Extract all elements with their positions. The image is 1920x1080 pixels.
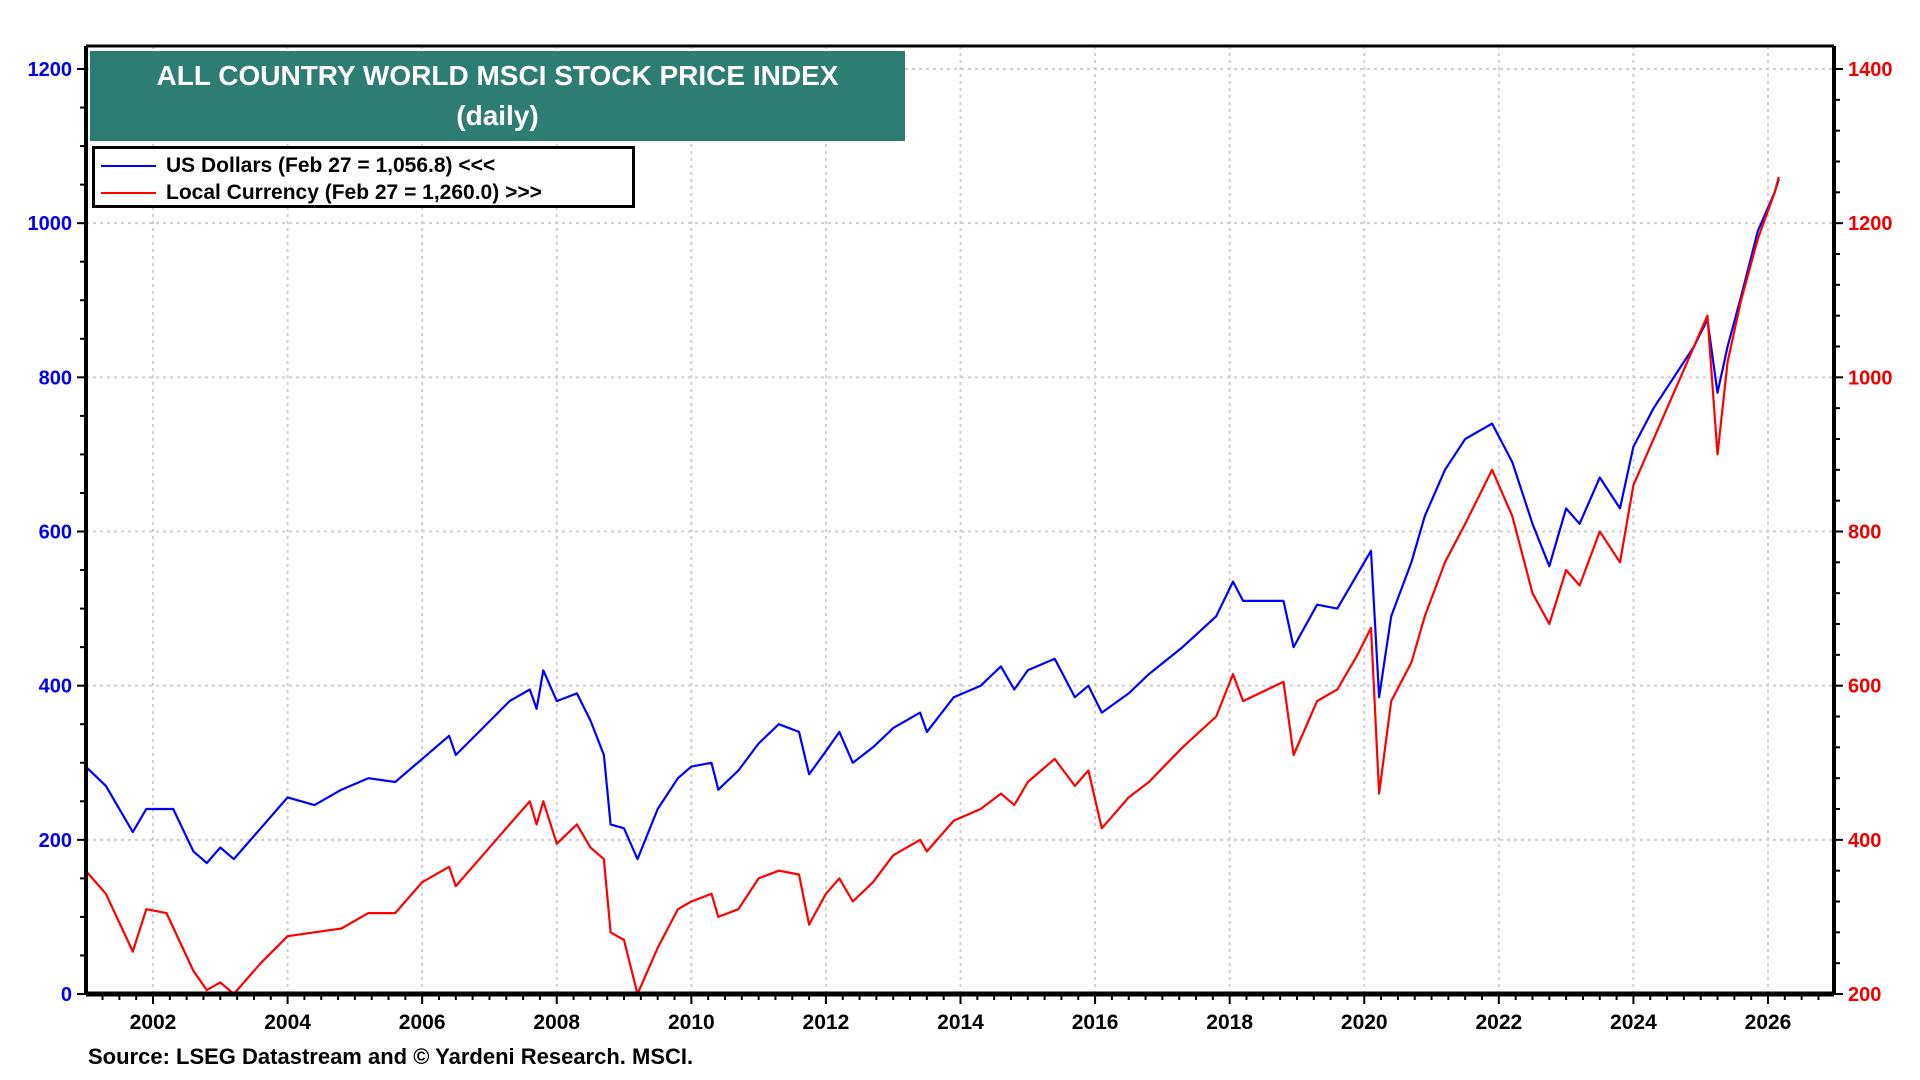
series-line-local <box>84 176 1780 996</box>
x-tick-label: 2008 <box>533 1011 580 1034</box>
x-tick-label: 2002 <box>130 1011 177 1034</box>
left-tick-label: 0 <box>61 984 72 1006</box>
left-tick-label: 1000 <box>28 213 73 235</box>
right-tick-label: 1400 <box>1848 59 1893 81</box>
x-tick-label: 2026 <box>1745 1011 1792 1034</box>
right-tick-label: 400 <box>1848 830 1881 852</box>
x-tick-label: 2020 <box>1341 1011 1388 1034</box>
x-tick-label: 2006 <box>399 1011 446 1034</box>
grid-lines <box>86 46 1834 994</box>
chart-title-box: ALL COUNTRY WORLD MSCI STOCK PRICE INDEX… <box>90 51 905 141</box>
legend-swatch-usd <box>101 164 156 167</box>
source-note: Source: LSEG Datastream and © Yardeni Re… <box>88 1044 694 1069</box>
right-tick-label: 1200 <box>1848 213 1893 235</box>
left-tick-label: 200 <box>39 830 72 852</box>
left-tick-label: 1200 <box>28 59 73 81</box>
legend-item-local: Local Currency (Feb 27 = 1,260.0) >>> <box>101 179 632 206</box>
chart-subtitle: (daily) <box>456 100 539 131</box>
right-tick-label: 200 <box>1848 984 1881 1006</box>
axes-group: 0 200 400 600 800 1000 1200 200 400 600 800 1000 120… <box>28 44 1893 1034</box>
x-tick-label: 2016 <box>1072 1011 1119 1034</box>
legend-label-local: Local Currency (Feb 27 = 1,260.0) >>> <box>166 180 542 204</box>
right-tick-label: 1000 <box>1848 367 1893 389</box>
legend-item-usd: US Dollars (Feb 27 = 1,056.8) <<< <box>101 152 632 179</box>
legend-swatch-local <box>101 191 156 194</box>
right-tick-label: 800 <box>1848 522 1881 544</box>
x-tick-label: 2022 <box>1475 1011 1522 1034</box>
left-tick-label: 600 <box>39 522 72 544</box>
legend: US Dollars (Feb 27 = 1,056.8) <<< Local … <box>92 146 635 208</box>
left-tick-label: 800 <box>39 367 72 389</box>
series-line-usd <box>84 179 1780 865</box>
x-tick-label: 2004 <box>264 1011 311 1034</box>
x-tick-label: 2024 <box>1610 1011 1657 1034</box>
x-tick-label: 2018 <box>1206 1011 1253 1034</box>
chart-title: ALL COUNTRY WORLD MSCI STOCK PRICE INDEX <box>156 60 839 91</box>
x-tick-label: 2012 <box>803 1011 850 1034</box>
right-tick-label: 600 <box>1848 676 1881 698</box>
legend-label-usd: US Dollars (Feb 27 = 1,056.8) <<< <box>166 153 496 177</box>
x-tick-label: 2014 <box>937 1011 984 1034</box>
series-group <box>84 176 1780 996</box>
left-tick-label: 400 <box>39 676 72 698</box>
x-tick-label: 2010 <box>668 1011 715 1034</box>
